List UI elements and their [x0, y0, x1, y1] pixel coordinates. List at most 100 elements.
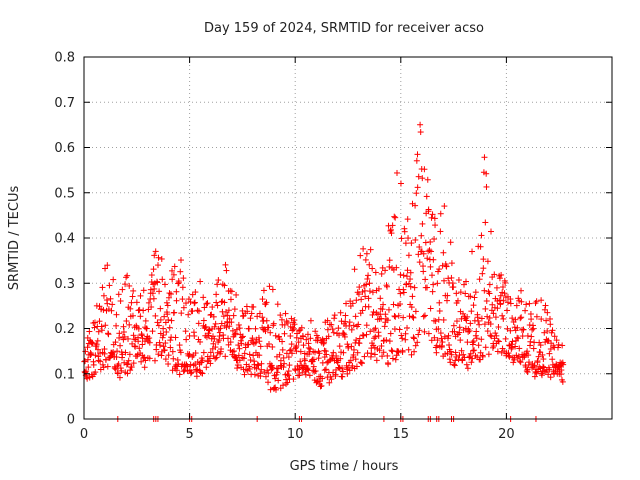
data-point: [489, 301, 496, 308]
data-point: [161, 347, 168, 354]
data-point: [427, 263, 434, 270]
data-point: [252, 325, 259, 332]
data-point: [421, 312, 428, 319]
data-point: [109, 301, 116, 308]
data-point: [416, 244, 423, 251]
data-point: [160, 343, 167, 350]
data-point: [498, 271, 505, 278]
data-point: [266, 283, 273, 290]
data-point: [117, 342, 124, 349]
data-point: [212, 355, 219, 362]
data-point: [279, 346, 286, 353]
data-point: [377, 295, 384, 302]
data-point: [549, 356, 556, 363]
data-point: [502, 335, 509, 342]
data-point: [427, 238, 434, 245]
data-point: [392, 356, 399, 363]
data-point: [337, 309, 344, 316]
data-point: [422, 239, 429, 246]
data-point: [425, 330, 432, 337]
data-point: [128, 299, 135, 306]
data-point: [277, 357, 284, 364]
data-point: [319, 375, 326, 382]
data-point: [151, 285, 158, 292]
data-point: [537, 342, 544, 349]
data-point: [237, 337, 244, 344]
data-point: [295, 366, 302, 373]
data-point: [273, 386, 280, 393]
data-point: [193, 373, 200, 380]
data-point: [555, 341, 562, 348]
data-point: [127, 367, 134, 374]
data-point: [126, 321, 133, 328]
data-point: [171, 263, 178, 270]
data-point: [192, 289, 199, 296]
data-point: [482, 305, 489, 312]
data-point: [366, 288, 373, 295]
data-point: [257, 343, 264, 350]
data-point: [120, 323, 127, 330]
data-point: [336, 332, 343, 339]
data-point: [167, 337, 174, 344]
data-point: [310, 363, 317, 370]
data-point: [187, 361, 194, 368]
data-point: [93, 341, 100, 348]
data-point: [523, 301, 530, 308]
data-point: [209, 333, 216, 340]
data-point: [386, 338, 393, 345]
data-point: [267, 329, 274, 336]
data-point: [441, 333, 448, 340]
data-point: [155, 254, 162, 261]
data-point: [142, 317, 149, 324]
data-point: [150, 295, 157, 302]
data-point: [363, 322, 370, 329]
data-point: [200, 294, 207, 301]
data-point: [379, 353, 386, 360]
data-point: [82, 358, 89, 365]
data-point: [197, 338, 204, 345]
data-point: [185, 311, 192, 318]
data-point: [496, 297, 503, 304]
data-point: [335, 325, 342, 332]
axis-ticks: 0 0.1 0.2 0.3 0.4 0.5 0.6 0.7 0.8 0 5 10 15 20: [54, 51, 612, 442]
data-point: [246, 325, 253, 332]
data-point: [540, 356, 547, 363]
data-point: [244, 308, 251, 315]
data-point: [482, 344, 489, 351]
data-point: [381, 323, 388, 330]
data-point: [543, 317, 550, 324]
data-point: [447, 348, 454, 355]
data-point: [343, 300, 350, 307]
data-point: [125, 335, 132, 342]
data-point: [403, 273, 410, 280]
data-point: [138, 332, 145, 339]
data-point: [228, 319, 235, 326]
data-point: [384, 352, 391, 359]
data-point: [257, 373, 264, 380]
data-point: [476, 276, 483, 283]
data-point: [140, 307, 147, 314]
data-point: [451, 361, 458, 368]
data-point: [453, 290, 460, 297]
data-point: [558, 360, 565, 367]
data-point: [349, 300, 356, 307]
data-point: [479, 353, 486, 360]
data-point: [472, 289, 479, 296]
data-point: [164, 311, 171, 318]
x-tick-label: 5: [185, 427, 193, 442]
data-point: [179, 284, 186, 291]
y-tick-label: 0.4: [54, 232, 75, 247]
data-point: [441, 277, 448, 284]
data-point: [235, 342, 242, 349]
data-point: [222, 261, 229, 268]
data-point: [437, 210, 444, 217]
data-point: [520, 326, 527, 333]
data-point: [404, 324, 411, 331]
data-point: [229, 348, 236, 355]
data-point: [281, 360, 288, 367]
data-point: [328, 321, 335, 328]
data-point: [356, 284, 363, 291]
data-point: [366, 280, 373, 287]
data-point: [113, 311, 120, 318]
data-point: [511, 324, 518, 331]
